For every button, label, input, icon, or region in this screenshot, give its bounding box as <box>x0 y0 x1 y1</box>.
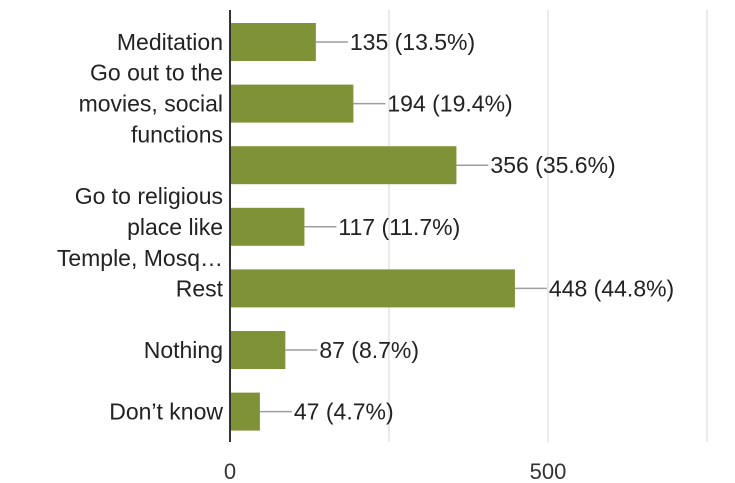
x-tick-label: 500 <box>530 459 567 483</box>
data-label: 117 (11.7%) <box>338 214 460 240</box>
category-labels: Meditation Go out to the movies, social fun… <box>57 29 224 425</box>
bars <box>230 23 515 431</box>
grid-lines <box>388 10 708 442</box>
bar <box>230 269 515 308</box>
data-label: 47 (4.7%) <box>294 399 394 425</box>
bar <box>230 207 305 246</box>
category-label: Rest <box>176 275 224 301</box>
category-label: Don’t know <box>109 399 223 425</box>
data-label: 448 (44.8%) <box>549 275 674 301</box>
bar <box>230 23 316 61</box>
data-label: 135 (13.5%) <box>350 29 475 55</box>
category-label: movies, social <box>79 91 223 117</box>
category-label: functions <box>131 122 223 148</box>
bar <box>230 146 457 185</box>
data-label: 194 (19.4%) <box>387 91 512 117</box>
bar <box>230 331 286 369</box>
category-label: Temple, Mosq… <box>57 245 223 271</box>
category-label: place like <box>127 214 223 240</box>
data-label: 87 (8.7%) <box>319 337 419 363</box>
category-label: Nothing <box>144 337 223 363</box>
x-tick-label: 0 <box>224 459 236 483</box>
value-labels: 135 (13.5%) 194 (19.4%) 356 (35.6%) 117 (11… <box>294 29 674 425</box>
bar <box>230 392 260 431</box>
bar <box>230 84 354 123</box>
category-label: Go out to the <box>90 60 223 86</box>
category-label: Go to religious <box>75 183 223 209</box>
category-label: Meditation <box>117 29 223 55</box>
data-label: 356 (35.6%) <box>490 152 615 178</box>
x-axis-ticks: 0 500 <box>224 459 566 483</box>
leader-lines <box>259 41 547 413</box>
